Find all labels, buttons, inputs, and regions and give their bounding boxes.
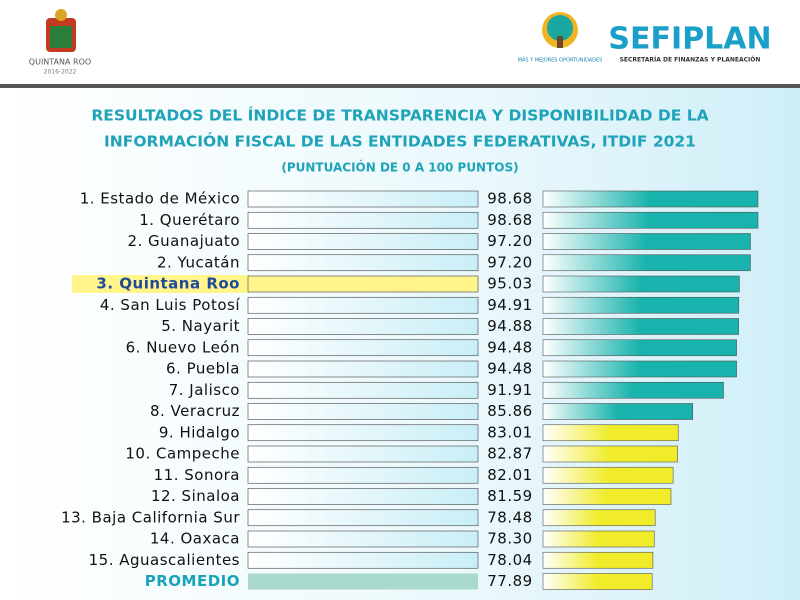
tree-logo [542,12,578,48]
title-line: INFORMACIÓN FISCAL DE LAS ENTIDADES FEDE… [104,132,696,151]
bar [542,233,751,250]
bar [542,190,759,208]
label-slot [247,339,479,357]
value-label: 97.20 [487,253,532,271]
bar [542,381,724,399]
label-slot [247,318,479,335]
value-label: 78.04 [487,551,532,569]
brand: SEFIPLAN [608,22,771,57]
label-slot [247,275,479,293]
category-label: 10. Campeche [125,445,240,463]
value-label: 97.20 [487,232,532,250]
bar [542,488,672,505]
bar [542,445,678,463]
category-label: 9. Hidalgo [159,423,240,441]
bar [542,530,655,548]
logo-text: QUINTANA ROO [29,58,91,67]
bar [542,211,759,229]
category-label: 7. Jalisco [169,381,240,399]
value-label: 85.86 [487,402,532,420]
category-label: 12. Sinaloa [151,487,240,505]
value-label: 83.01 [487,423,532,441]
value-label: 77.89 [487,572,532,590]
value-label: 98.68 [487,211,532,229]
row-highlight [72,275,250,293]
label-slot [247,360,479,378]
category-label: PROMEDIO [145,572,240,590]
row-average [248,573,478,590]
label-slot [247,254,479,272]
value-label: 82.01 [487,466,532,484]
category-label: 3. Quintana Roo [96,275,240,293]
bar [542,318,739,335]
state-logo [46,9,76,52]
value-label: 82.87 [487,445,532,463]
label-slot [247,296,479,314]
value-label: 94.91 [487,296,532,314]
bar [542,573,653,590]
label-slot [247,233,479,250]
value-label: 94.48 [487,338,532,356]
label-slot [247,509,479,527]
bar [542,360,737,378]
bar [542,296,740,314]
category-label: 1. Querétaro [139,211,240,229]
title-line: RESULTADOS DEL ÍNDICE DE TRANSPARENCIA Y… [91,106,708,125]
bar [542,551,654,569]
label-slot [247,381,479,399]
label-slot [247,530,479,548]
value-label: 94.48 [487,360,532,378]
value-label: 81.59 [487,487,532,505]
category-label: 6. Nuevo León [126,338,240,356]
label-slot [247,211,479,229]
bar [542,424,679,442]
bar [542,339,737,357]
label-slot [247,403,479,420]
value-label: 91.91 [487,381,532,399]
value-label: 78.30 [487,530,532,548]
header-rule [0,84,800,88]
subtitle: (PUNTUACIÓN DE 0 A 100 PUNTOS) [281,160,518,175]
category-label: 11. Sonora [154,466,240,484]
label-slot [247,466,479,484]
label-slot [247,424,479,442]
category-label: 14. Oaxaca [150,530,240,548]
category-label: 2. Guanajuato [127,232,240,250]
bar [542,466,674,484]
value-label: 95.03 [487,275,532,293]
value-label: 78.48 [487,508,532,526]
label-slot [247,488,479,505]
bar [542,509,656,527]
category-label: 2. Yucatán [157,253,240,271]
label-slot [247,445,479,463]
label-slot [247,190,479,208]
category-label: 5. Nayarit [161,317,240,335]
value-label: 94.88 [487,317,532,335]
category-label: 1. Estado de México [80,190,240,208]
bar [542,403,694,420]
brand-subtitle: SECRETARÍA DE FINANZAS Y PLANEACIÓN [620,56,761,64]
value-label: 98.68 [487,190,532,208]
category-label: 4. San Luis Potosí [100,296,240,314]
tree-logo-text: MÁS Y MEJORES OPORTUNIDADES [518,57,603,64]
label-slot [247,551,479,569]
bar [542,275,740,293]
category-label: 6. Puebla [166,360,240,378]
bar [542,254,751,272]
category-label: 13. Baja California Sur [61,508,240,526]
logo-years: 2016-2022 [44,69,77,76]
header-bg [0,0,800,85]
category-label: 15. Aguascalientes [89,551,240,569]
category-label: 8. Veracruz [150,402,240,420]
